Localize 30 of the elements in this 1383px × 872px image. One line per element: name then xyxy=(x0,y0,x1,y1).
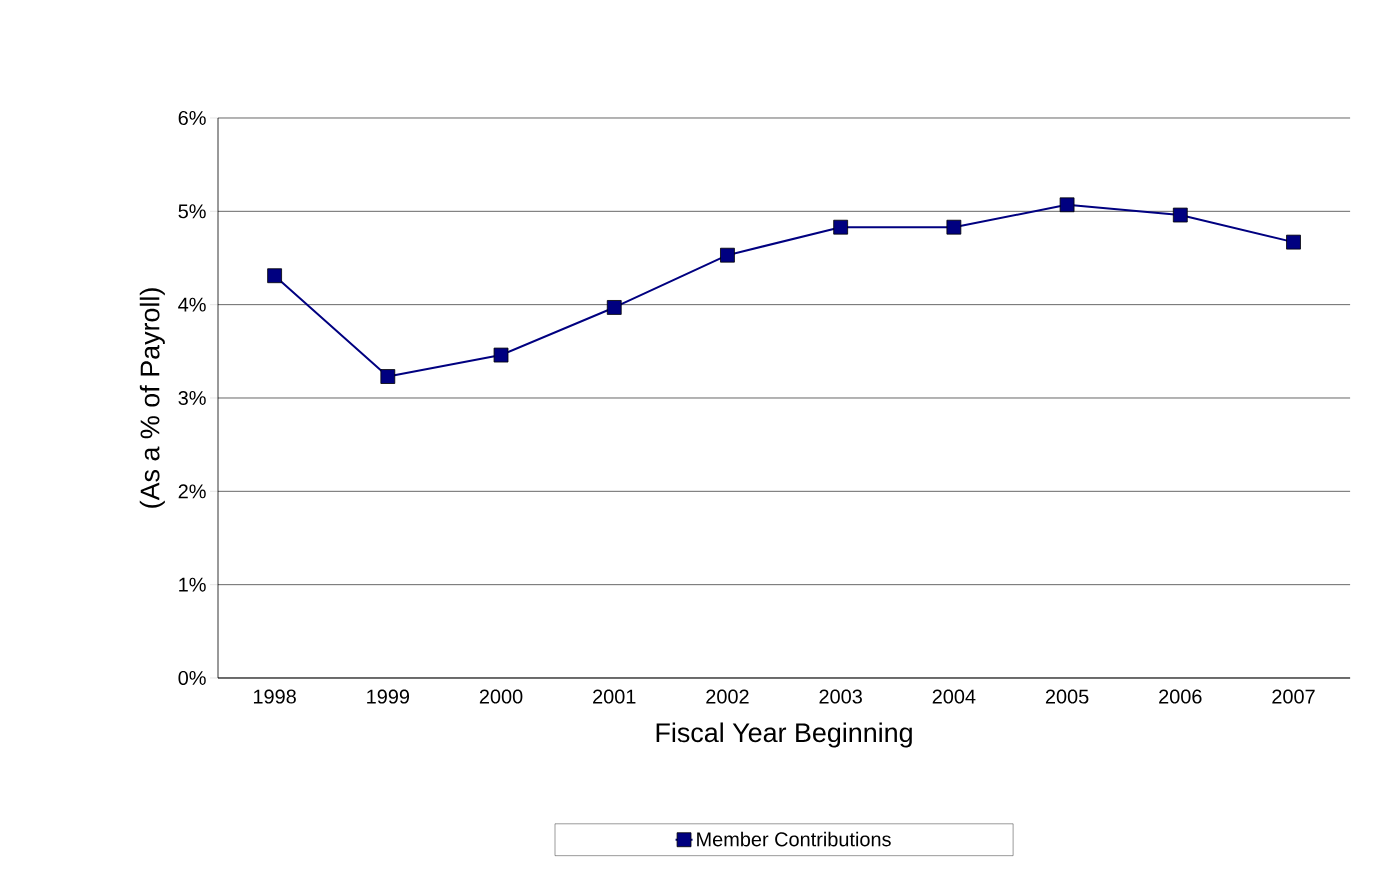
x-tick-label: 2004 xyxy=(932,689,976,704)
point xyxy=(1172,207,1188,223)
x-tick-label: 2001 xyxy=(593,689,636,704)
x-tick-label: 2000 xyxy=(479,689,523,704)
y-tick-label: 0% xyxy=(178,670,206,686)
point xyxy=(380,369,396,384)
y-axis-title: (As a % of Payroll) xyxy=(139,288,165,508)
point xyxy=(1059,197,1075,213)
y-tick-label: 6% xyxy=(178,110,206,126)
point xyxy=(720,247,735,263)
x-tick-label: 2007 xyxy=(1272,689,1315,704)
point xyxy=(606,300,622,315)
x-axis-title: Fiscal Year Beginning xyxy=(656,722,912,748)
x-tick-label: 1998 xyxy=(253,689,296,704)
point xyxy=(1286,234,1301,250)
x-tick-label: 2006 xyxy=(1159,689,1202,704)
legend-label: Member Contributions xyxy=(697,831,891,847)
x-tick-label: 2003 xyxy=(819,689,862,704)
point xyxy=(833,219,849,235)
y-tick-label: 2% xyxy=(178,484,206,499)
y-tick-label: 5% xyxy=(178,204,206,219)
x-tick-label: 2005 xyxy=(1045,689,1089,704)
y-tick-label: 1% xyxy=(179,577,206,592)
point xyxy=(946,219,962,235)
point xyxy=(493,347,509,363)
y-tick-label: 3% xyxy=(178,390,206,406)
point xyxy=(267,268,282,284)
x-tick-label: 1999 xyxy=(367,689,410,704)
x-tick-label: 2002 xyxy=(706,689,749,704)
y-tick-label: 4% xyxy=(178,297,206,312)
